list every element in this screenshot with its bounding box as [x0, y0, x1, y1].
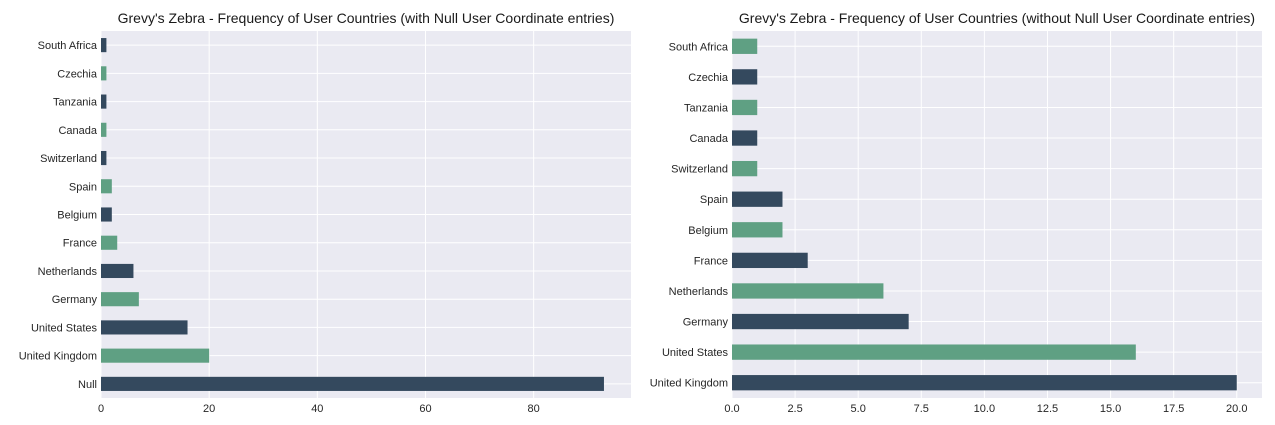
x-tick-label: 60: [419, 403, 431, 415]
bar-germany: [101, 292, 139, 307]
y-tick-label: Switzerland: [40, 153, 97, 165]
bar-netherlands: [732, 283, 884, 299]
bar-united-kingdom: [101, 348, 210, 363]
bar-south-africa: [101, 38, 107, 53]
x-tick-label: 20: [203, 403, 215, 415]
y-tick-label: Belgium: [688, 225, 728, 237]
x-tick-label: 80: [528, 403, 540, 415]
bar-south-africa: [732, 38, 758, 54]
y-tick-label: Germany: [52, 294, 98, 306]
x-tick-label: 15.0: [1100, 403, 1121, 415]
chart-panel-1: South Africa Czechia Tanzania Canada Switzer…: [19, 10, 631, 415]
bar-france: [101, 235, 118, 250]
x-tick-label: 7.5: [914, 403, 929, 415]
bar-belgium: [101, 207, 112, 222]
y-tick-label: Canada: [58, 125, 97, 137]
bar-canada: [732, 130, 758, 146]
x-tick-label: 2.5: [787, 403, 802, 415]
bar-switzerland: [732, 160, 758, 177]
y-tick-label: Spain: [700, 194, 728, 206]
x-tick-label: 5.0: [851, 403, 866, 415]
bar-united-states: [732, 344, 1136, 360]
x-tick-label: 10.0: [974, 403, 995, 415]
y-tick-label: Tanzania: [684, 102, 729, 114]
y-tick-label: Canada: [689, 133, 728, 145]
bar-tanzania: [101, 94, 107, 109]
y-tick-label: United States: [31, 322, 98, 334]
y-tick-label: Germany: [683, 317, 729, 329]
x-tick-label: 40: [311, 403, 323, 415]
bar-czechia: [732, 69, 758, 85]
y-tick-label: Spain: [69, 181, 97, 193]
bar-france: [732, 252, 808, 269]
x-tick-label: 0.0: [724, 403, 739, 415]
y-tick-label: France: [694, 255, 728, 267]
y-tick-label: Tanzania: [53, 97, 98, 109]
bar-switzerland: [101, 150, 107, 166]
y-tick-label: Belgium: [57, 210, 97, 222]
x-tick-label: 20.0: [1226, 403, 1247, 415]
bar-spain: [732, 191, 783, 207]
y-tick-label: Czechia: [57, 68, 98, 80]
bar-czechia: [101, 66, 107, 81]
x-tick-label: 12.5: [1037, 403, 1058, 415]
chart-title: Grevy's Zebra - Frequency of User Countr…: [118, 10, 615, 26]
bar-tanzania: [732, 99, 758, 116]
y-tick-label: United Kingdom: [650, 378, 728, 390]
y-tick-label: Switzerland: [671, 164, 728, 176]
y-tick-label: France: [63, 238, 97, 250]
y-tick-label: United Kingdom: [19, 351, 97, 363]
bar-united-states: [101, 320, 188, 335]
bar-united-kingdom: [732, 375, 1237, 391]
y-tick-label: South Africa: [38, 40, 98, 52]
x-tick-label: 0: [98, 403, 104, 415]
plot-area: [732, 31, 1262, 398]
y-tick-label: South Africa: [669, 41, 729, 53]
bar-netherlands: [101, 263, 134, 279]
y-tick-label: Czechia: [688, 72, 729, 84]
y-tick-label: Netherlands: [38, 266, 98, 278]
bar-canada: [101, 122, 107, 137]
bar-null: [101, 376, 604, 391]
y-tick-label: Netherlands: [669, 286, 729, 298]
chart-panel-2: South Africa Czechia Tanzania Canada Switzer…: [650, 10, 1262, 415]
y-tick-label: Null: [78, 379, 97, 391]
bar-spain: [101, 179, 112, 194]
x-tick-label: 17.5: [1163, 403, 1184, 415]
bar-germany: [732, 313, 909, 330]
bar-belgium: [732, 222, 783, 238]
chart-title: Grevy's Zebra - Frequency of User Countr…: [739, 10, 1255, 26]
y-tick-label: United States: [662, 347, 729, 359]
